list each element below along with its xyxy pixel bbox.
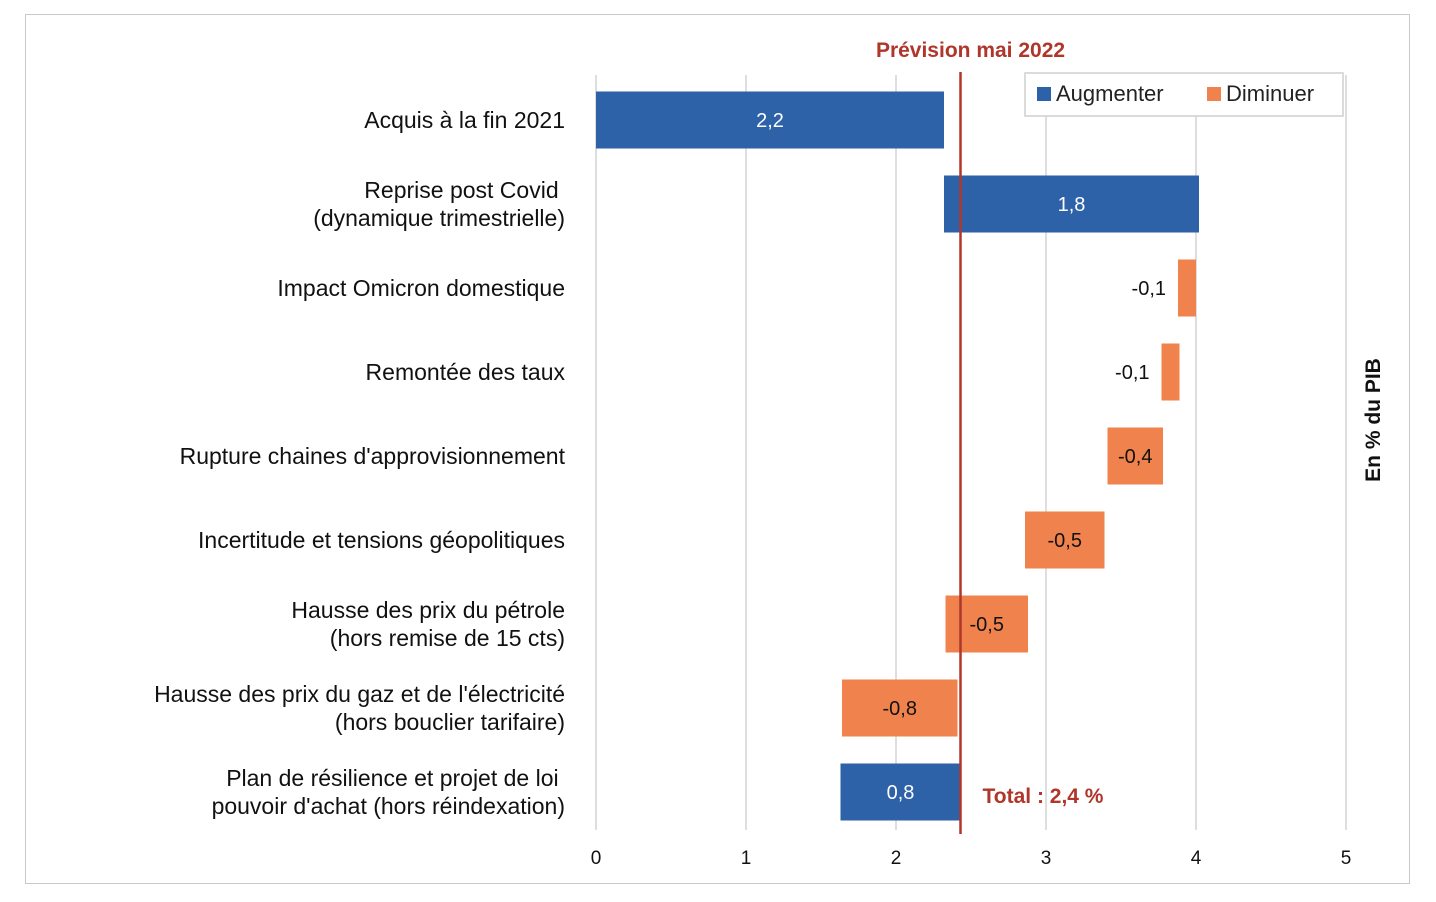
legend-label: Augmenter [1056,81,1164,106]
bar-increase [596,91,944,149]
category-label-line: (dynamique trimestrielle) [313,205,565,231]
category-label: Acquis à la fin 2021 [364,107,565,133]
x-tick-label: 5 [1341,848,1352,869]
bar-value-label: 1,8 [1058,194,1086,216]
x-tick-label: 4 [1191,848,1202,869]
y-axis-title: En % du PIB [1362,358,1385,482]
legend-swatch [1207,87,1221,101]
category-label: Remontée des taux [366,359,566,385]
x-tick-label: 2 [891,848,902,869]
legend-label: Diminuer [1226,81,1314,106]
chart-frame [25,14,1410,884]
category-label-line: Impact Omicron domestique [277,275,565,301]
bar-increase [840,763,961,821]
category-label-line: (hors remise de 15 cts) [330,625,565,651]
category-label-line: Hausse des prix du gaz et de l'électrici… [154,681,565,707]
bar-value-label: -0,5 [970,614,1004,636]
bar-value-label: -0,8 [883,698,917,720]
bar-decrease [1107,427,1163,485]
reference-line-label: Prévision mai 2022 [876,39,1065,62]
category-label-line: Plan de résilience et projet de loi [226,765,565,791]
category-label-line: Rupture chaines d'approvisionnement [180,443,566,469]
x-tick-label: 0 [591,848,602,869]
category-label: Impact Omicron domestique [277,275,565,301]
category-label-line: Incertitude et tensions géopolitiques [198,527,565,553]
category-label: Hausse des prix du gaz et de l'électrici… [154,681,565,735]
bar-decrease [1178,259,1196,317]
category-label-line: Hausse des prix du pétrole [291,597,565,623]
reference-line-group: Prévision mai 2022 Total : 2,4 % [876,39,1104,834]
bars: 2,2 1,8 -0,1 -0,1 -0,4 -0,5 -0,5 -0,8 0,8 [596,91,1199,821]
category-label-line: Reprise post Covid [364,177,565,203]
bar-increase [944,175,1199,233]
bar-value-label: -0,1 [1115,362,1149,384]
bar-value-label: 2,2 [756,110,784,132]
legend-box [1024,72,1344,117]
x-axis-ticks: 0 1 2 3 4 5 [591,848,1352,869]
category-label-line: pouvoir d'achat (hors réindexation) [212,793,565,819]
category-label-line: Remontée des taux [366,359,566,385]
bar-value-label: 0,8 [887,782,915,804]
bar-decrease [842,679,958,737]
category-label: Hausse des prix du pétrole (hors remise d… [291,597,565,651]
bar-value-label: -0,5 [1048,530,1082,552]
bar-decrease [1161,343,1180,401]
legend-swatch [1037,87,1051,101]
category-labels: Acquis à la fin 2021 Reprise post Covid (… [154,107,566,819]
total-annotation: Total : 2,4 % [983,785,1104,808]
category-label: Incertitude et tensions géopolitiques [198,527,565,553]
x-tick-label: 1 [741,848,752,869]
bar-value-label: -0,4 [1118,446,1152,468]
category-label-line: Acquis à la fin 2021 [364,107,565,133]
bar-value-label: -0,1 [1132,278,1166,300]
category-label: Rupture chaines d'approvisionnement [180,443,566,469]
category-label-line: (hors bouclier tarifaire) [335,709,565,735]
category-label: Reprise post Covid (dynamique trimestrie… [313,177,565,231]
category-label: Plan de résilience et projet de loi pouv… [212,765,565,819]
x-tick-label: 3 [1041,848,1052,869]
bar-decrease [1025,511,1105,569]
legend: Augmenter Diminuer [1024,72,1344,117]
